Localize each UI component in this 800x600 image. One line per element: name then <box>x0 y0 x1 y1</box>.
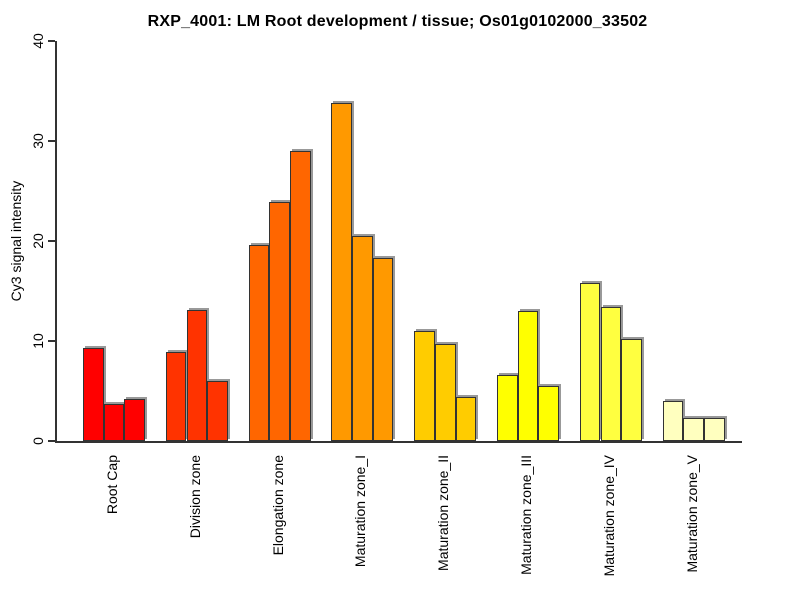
x-axis-label-elongation-zone: Elongation zone <box>269 455 286 556</box>
x-axis-label-maturation-zone-ii: Maturation zone_II <box>435 455 452 571</box>
bar-maturation-zone-ii-3 <box>455 397 477 441</box>
plot-area <box>48 40 742 443</box>
bar-maturation-zone-iv-3 <box>621 339 642 441</box>
bar-maturation-zone-ii-1 <box>414 331 435 441</box>
bar-elongation-zone-2 <box>269 202 290 441</box>
y-axis-title: Cy3 signal intensity <box>8 180 24 302</box>
y-axis-tick-30 <box>48 140 55 142</box>
bar-division-zone-3 <box>207 381 228 441</box>
bar-maturation-zone-v-1 <box>662 401 684 441</box>
y-axis-tick-label-40: 40 <box>30 33 46 49</box>
bar-root-cap-3 <box>124 399 146 441</box>
x-axis-label-maturation-zone-v: Maturation zone_V <box>683 455 700 573</box>
x-axis-label-maturation-zone-iii: Maturation zone_III <box>518 455 535 575</box>
y-axis-tick-0 <box>48 440 55 442</box>
bar-root-cap-2 <box>103 404 125 441</box>
bar-elongation-zone-1 <box>248 245 270 441</box>
bar-division-zone-1 <box>165 352 187 441</box>
bar-maturation-zone-iii-3 <box>538 386 560 441</box>
bar-maturation-zone-i-2 <box>352 236 373 441</box>
bar-maturation-zone-ii-2 <box>434 344 456 441</box>
y-axis-tick-label-20: 20 <box>30 233 46 249</box>
bar-maturation-zone-i-3 <box>372 258 394 441</box>
bar-maturation-zone-iv-1 <box>579 283 601 441</box>
y-axis-tick-label-10: 10 <box>30 333 46 349</box>
y-axis-tick-label-30: 30 <box>30 133 46 149</box>
y-axis-tick-20 <box>48 240 55 242</box>
x-axis-label-division-zone: Division zone <box>186 455 203 539</box>
bar-division-zone-2 <box>186 310 208 441</box>
x-axis-label-maturation-zone-iv: Maturation zone_IV <box>600 455 617 577</box>
x-axis-label-root-cap: Root Cap <box>104 455 121 515</box>
bar-maturation-zone-iii-2 <box>517 311 539 441</box>
bar-maturation-zone-v-2 <box>683 418 704 441</box>
y-axis-tick-40 <box>48 40 55 42</box>
chart-title: RXP_4001: LM Root development / tissue; … <box>147 13 648 30</box>
bar-maturation-zone-iii-1 <box>497 375 518 441</box>
x-axis-label-maturation-zone-i: Maturation zone_I <box>352 455 369 568</box>
bar-maturation-zone-v-3 <box>704 418 725 441</box>
bar-maturation-zone-i-1 <box>331 103 353 441</box>
bar-root-cap-1 <box>83 348 104 441</box>
y-axis-tick-label-0: 0 <box>30 437 46 445</box>
bar-elongation-zone-3 <box>290 151 311 441</box>
y-axis-tick-10 <box>48 340 55 342</box>
bar-maturation-zone-iv-2 <box>600 307 622 441</box>
